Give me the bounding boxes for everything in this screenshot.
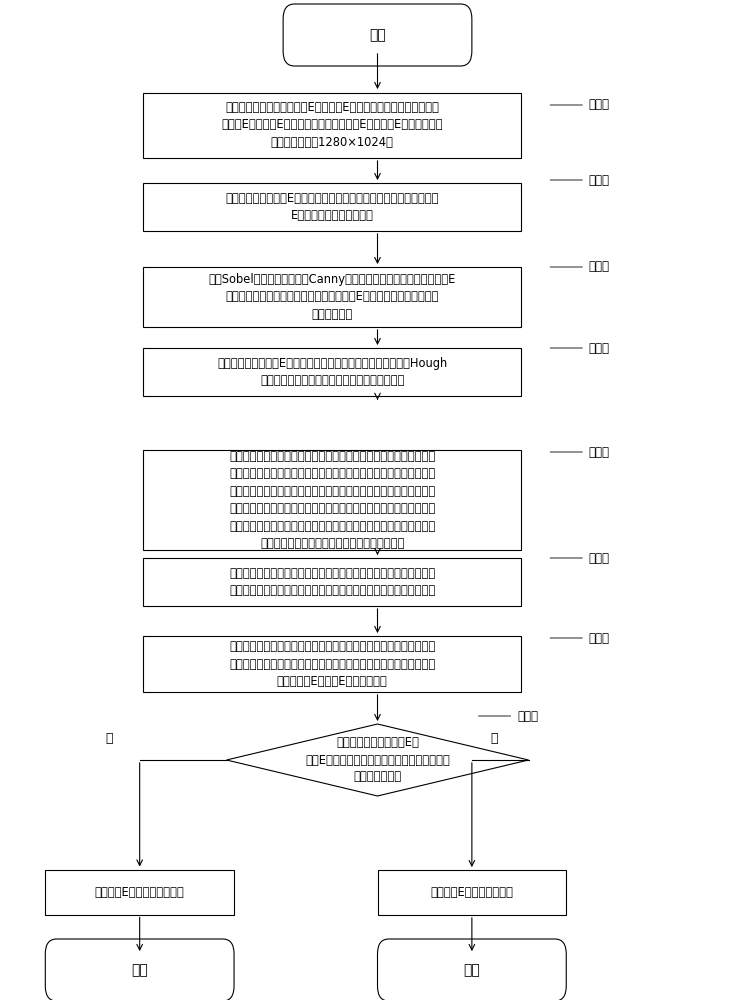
Text: 对步骤三获得的待测E型材料宽度方向上两条边的边缘图像采用Hough
变换法去噪，获得去噪后的两条边的边缘图像；: 对步骤三获得的待测E型材料宽度方向上两条边的边缘图像采用Hough 变换法去噪，… (217, 357, 447, 387)
Bar (143, 267, 521, 327)
Text: 获得待测E型磁材是不合格品: 获得待测E型磁材是不合格品 (95, 886, 184, 898)
Bar (378, 869, 566, 914)
Text: 使摄像头的光轴与所述待测E型磁材的E型面相垂直，然后采用摄像头
对待测E型磁材的E型面进行拍照，获得待测E型磁材的E型面图像；所
述图像的像素为1280×102: 使摄像头的光轴与所述待测E型磁材的E型面相垂直，然后采用摄像头 对待测E型磁材的… (221, 101, 443, 149)
Text: 步骤四: 步骤四 (589, 342, 610, 355)
FancyBboxPatch shape (283, 4, 472, 66)
Bar (143, 93, 521, 157)
Text: 否: 否 (106, 732, 113, 745)
Text: 步骤七: 步骤七 (589, 632, 610, 645)
Bar (45, 869, 234, 914)
Bar (143, 183, 521, 231)
Text: 步骤三: 步骤三 (589, 260, 610, 273)
Polygon shape (226, 724, 528, 796)
Text: 步骤八: 步骤八 (517, 710, 538, 722)
Text: 步骤六: 步骤六 (589, 552, 610, 564)
Text: 采用Sobel边缘检测方法联合Canny边缘检测方法对步骤二获得的待测E
型材料图像的测量区域进行检测，获得待测E型材料宽度方向上两条边
的边缘图像；: 采用Sobel边缘检测方法联合Canny边缘检测方法对步骤二获得的待测E 型材料… (208, 273, 456, 321)
FancyBboxPatch shape (45, 939, 234, 1000)
Bar (143, 558, 521, 606)
Text: 开始: 开始 (369, 28, 386, 42)
Text: 步骤五: 步骤五 (589, 446, 610, 458)
Bar (143, 636, 521, 692)
Text: 获得待测E型磁材是合格品: 获得待测E型磁材是合格品 (430, 886, 513, 898)
Text: 判断步骤七获得的待测E型
磁材E型面的长度是否位于预先设定的标准长度
范围的区间内，: 判断步骤七获得的待测E型 磁材E型面的长度是否位于预先设定的标准长度 范围的区间… (305, 736, 450, 784)
Text: 将步骤一获得的待测E型材料图像与标准模板图像进行匹配，获得待测
E型材料图像的测量区域；: 将步骤一获得的待测E型材料图像与标准模板图像进行匹配，获得待测 E型材料图像的测… (226, 192, 439, 222)
Bar (143, 450, 521, 550)
Text: 对步骤四中获得去噪后的两条边的边缘图像进行水平搜索，确定图像
中的两条边的边缘中每条边的边缘上的所有像素关键点，并确定每个
像素关键点与邻近的所有像素点之间的亚: 对步骤四中获得去噪后的两条边的边缘图像进行水平搜索，确定图像 中的两条边的边缘中… (229, 450, 436, 550)
Text: 对步骤五中宽度方向上两条边的亚像素级边缘图像采用最小二乘直线
拟合法去噪，获得去噪后的宽度方向上两条边的亚像素级边缘图像；: 对步骤五中宽度方向上两条边的亚像素级边缘图像采用最小二乘直线 拟合法去噪，获得去… (229, 567, 436, 597)
Bar (143, 348, 521, 396)
Text: 步骤二: 步骤二 (589, 174, 610, 186)
Text: 是: 是 (491, 732, 498, 745)
Text: 结束: 结束 (131, 963, 148, 977)
Text: 将步骤六获得的去噪后的宽度方向上两条边的亚像素级边缘图像采用
加权最小二乘直线拟合法进行计算，获得宽度方向上两条边之间的长
度，即待测E型磁材E型面的长度；: 将步骤六获得的去噪后的宽度方向上两条边的亚像素级边缘图像采用 加权最小二乘直线拟… (229, 640, 436, 688)
FancyBboxPatch shape (378, 939, 566, 1000)
Text: 结束: 结束 (464, 963, 480, 977)
Text: 步骤一: 步骤一 (589, 99, 610, 111)
